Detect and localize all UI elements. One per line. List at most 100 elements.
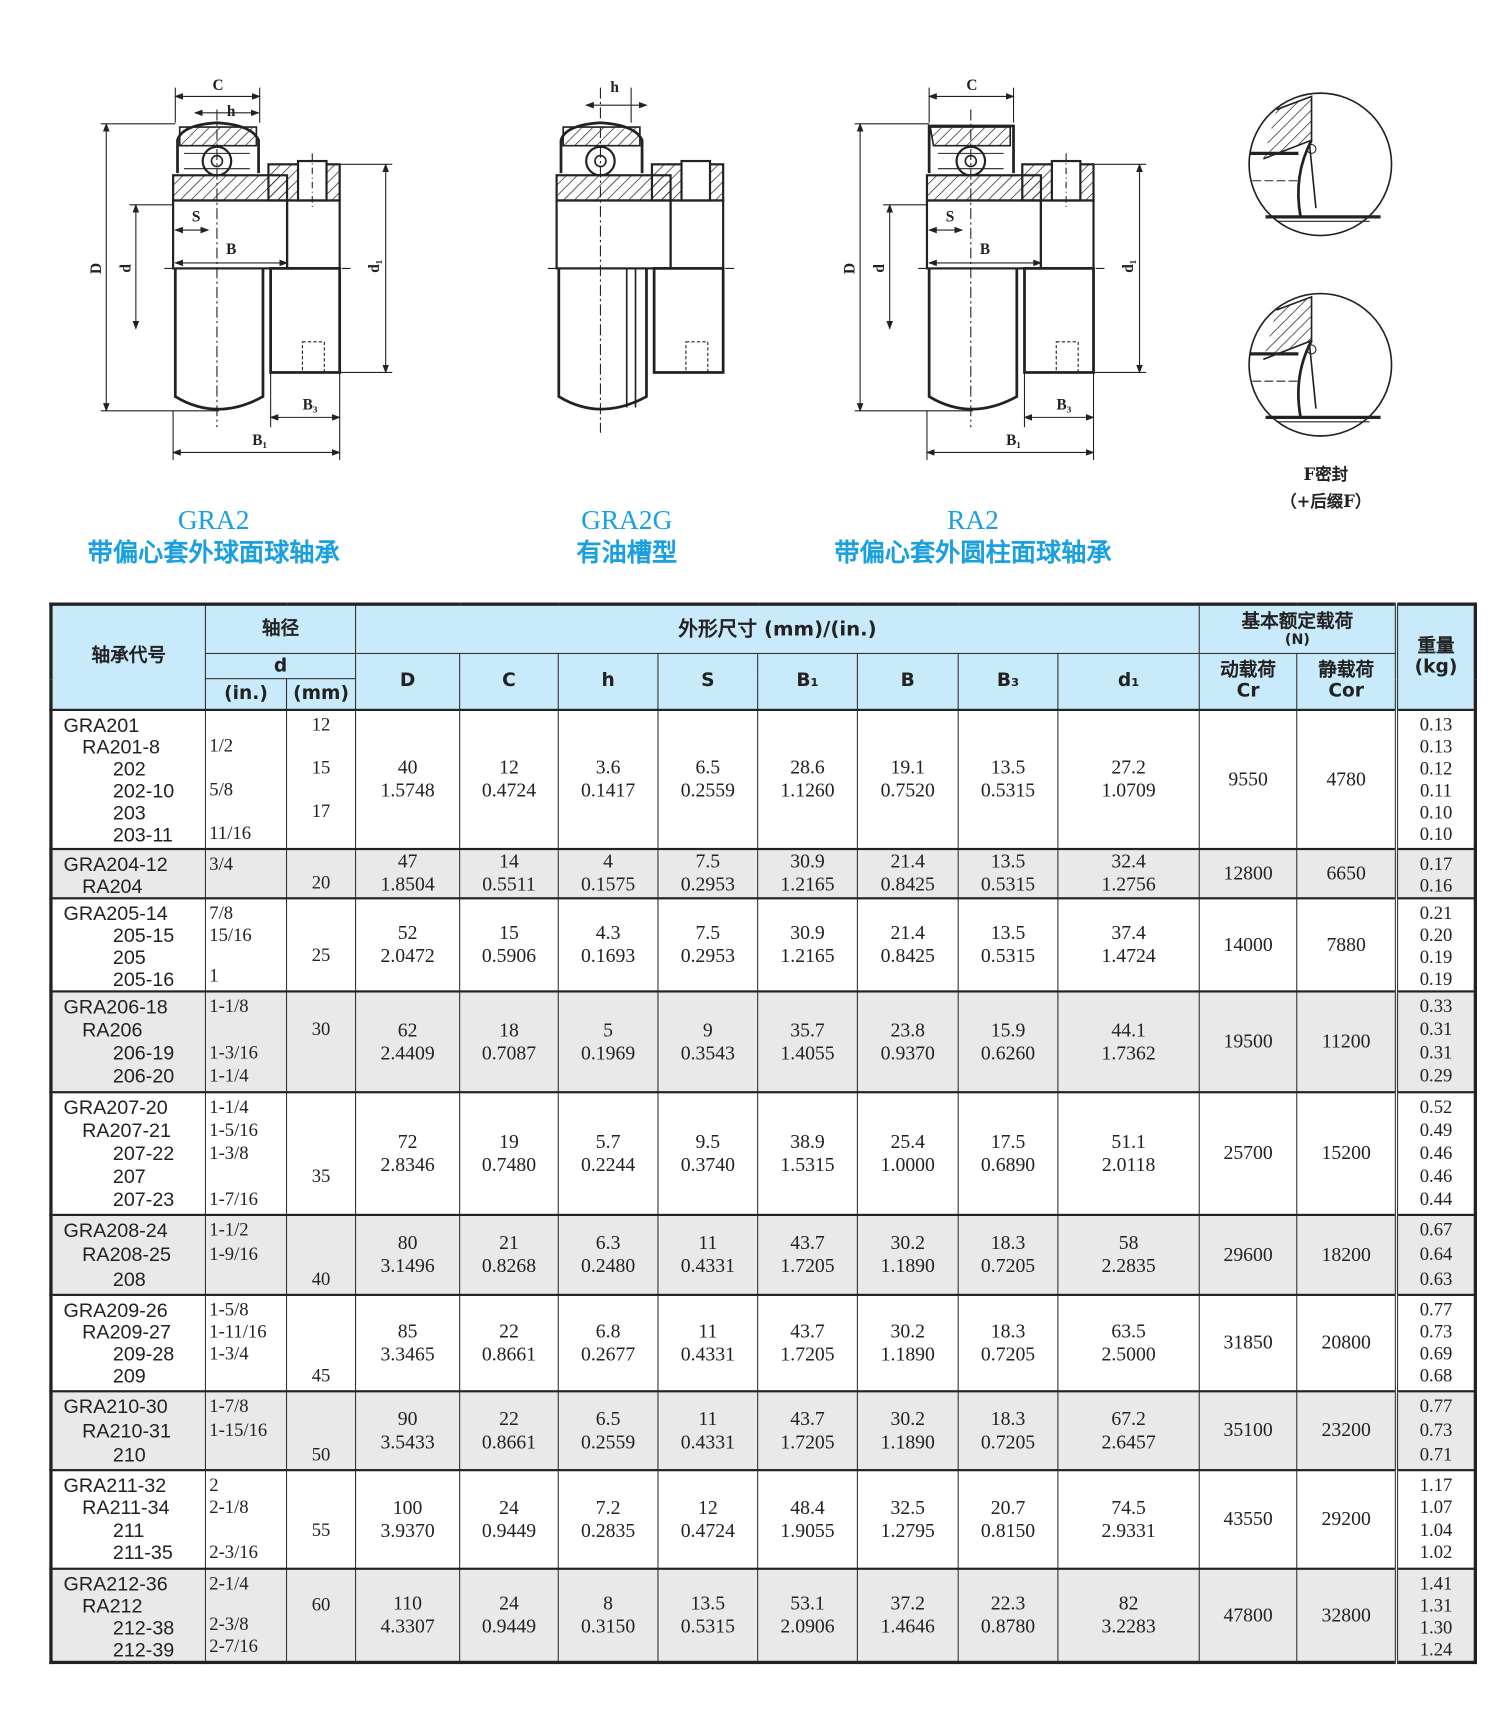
value-inch: 1.1260 — [780, 778, 835, 801]
header-load-unit: (N) — [1284, 631, 1310, 648]
bore-mm — [287, 1042, 355, 1064]
bore-mm — [287, 923, 355, 944]
dim-D-cell: 80 3.1496 — [355, 1213, 461, 1295]
load-cr: 12800 — [1198, 847, 1298, 899]
bearing-code: 207-23 — [112, 1188, 175, 1210]
weight: 0.68 — [1419, 1364, 1453, 1386]
value-inch: 0.2244 — [580, 1153, 636, 1175]
value-mm: 4 — [603, 850, 614, 873]
table-body: GRA201 RA201-8 202 202-10 203 203-11 1/2 5/8 11/… — [50, 708, 1477, 1663]
value-inch: 0.1575 — [580, 873, 636, 896]
value-mm: 53.1 — [790, 1591, 825, 1614]
bore-mm-cell: 55 — [285, 1469, 357, 1569]
bearing-code-cell: GRA204-12 RA204 — [50, 847, 206, 899]
value-mm: 30.2 — [890, 1319, 926, 1342]
label-d1: d₁ — [1120, 260, 1137, 273]
dim-C-cell: 18 0.7087 — [459, 990, 559, 1093]
header-model: 轴承代号 — [50, 603, 206, 710]
header-weight-title: 重量 — [1417, 635, 1455, 658]
bore-inch: 2 — [209, 1473, 219, 1495]
value-mm: 18.3 — [990, 1231, 1026, 1254]
weight: 0.44 — [1419, 1188, 1453, 1209]
seal-detail-2 — [1248, 292, 1393, 437]
bore-mm: 60 — [311, 1593, 331, 1615]
dim-B3-cell: 18.3 0.7205 — [957, 1213, 1059, 1295]
value-mm: 22.3 — [990, 1591, 1026, 1614]
bearing-code: 212-38 — [112, 1616, 175, 1639]
load-cor: 20800 — [1296, 1293, 1398, 1392]
value-mm: 9 — [702, 1018, 713, 1041]
bore-inch: 2-1/4 — [209, 1572, 249, 1594]
bearing-code: 210 — [112, 1443, 146, 1466]
load-cor: 32800 — [1296, 1567, 1398, 1663]
bore-inch: 2-3/8 — [209, 1613, 249, 1634]
load-cor: 6650 — [1296, 847, 1398, 899]
bearing-code-cell: GRA201 RA201-8 202 202-10 203 203-11 — [50, 708, 206, 850]
value-inch: 1.0000 — [880, 1153, 935, 1175]
load-cor: 15200 — [1296, 1091, 1398, 1215]
dim-C-cell: 22 0.8661 — [459, 1390, 559, 1471]
bore-mm: 30 — [311, 1018, 331, 1040]
weight: 1.07 — [1419, 1496, 1453, 1518]
dim-B1-cell: 38.9 1.5315 — [757, 1091, 858, 1215]
value-inch: 1.4646 — [880, 1614, 935, 1637]
value-mm: 18 — [499, 1018, 519, 1041]
model-name: RA2 — [947, 506, 999, 536]
weight: 0.31 — [1419, 1041, 1453, 1063]
bore-mm — [287, 1219, 355, 1241]
value-mm: 5 — [603, 1018, 614, 1041]
value-inch: 4.3307 — [380, 1614, 435, 1637]
bearing-code: 206-19 — [112, 1041, 175, 1064]
load-cr: 9550 — [1198, 708, 1298, 850]
bearing-code: RA204 — [82, 874, 143, 897]
table-row: GRA212-36 RA212 212-38 212-39 2-1/4 2-3/8 2-7/… — [50, 1567, 1477, 1663]
bore-mm — [287, 1497, 355, 1519]
dim-d1-cell: 58 2.2835 — [1057, 1213, 1200, 1295]
value-inch: 3.5433 — [380, 1430, 435, 1453]
bore-inch: 1-11/16 — [209, 1320, 267, 1342]
value-mm: 7.5 — [695, 921, 721, 944]
load-cr: 19500 — [1198, 990, 1298, 1093]
value-mm: 62 — [397, 1018, 418, 1041]
value-mm: 30.2 — [890, 1407, 926, 1430]
weight: 0.64 — [1419, 1243, 1453, 1265]
value-mm: 43.7 — [790, 1319, 825, 1342]
bearing-code: RA206 — [82, 1018, 143, 1041]
load-cr: 29600 — [1198, 1213, 1298, 1295]
value-mm: 11 — [698, 1231, 718, 1254]
bore-inch: 15/16 — [209, 924, 252, 945]
value-mm: 14 — [499, 850, 519, 873]
weight: 0.11 — [1420, 779, 1452, 801]
value-mm: 110 — [393, 1591, 423, 1614]
value-inch: 0.2953 — [680, 944, 735, 967]
bearing-code: RA208-25 — [82, 1243, 171, 1266]
value-inch: 0.4724 — [481, 778, 537, 801]
bearing-code: RA207-21 — [82, 1119, 171, 1141]
value-mm: 5.7 — [595, 1130, 621, 1152]
weight: 0.31 — [1419, 1018, 1453, 1040]
bearing-code-cell: GRA209-26 RA209-27 209-28 209 — [50, 1293, 206, 1392]
dim-h-cell: 7.2 0.2835 — [557, 1469, 659, 1569]
bearing-code: 209 — [112, 1364, 146, 1387]
bore-mm-cell: 35 — [285, 1091, 357, 1215]
value-inch: 0.1417 — [580, 778, 636, 801]
dim-C-cell: 24 0.9449 — [459, 1567, 559, 1663]
bearing-spec-table: 轴承代号 轴径 外形尺寸 (mm)/(in.) 基本额定载荷 (N) 重量 (k… — [49, 602, 1478, 1664]
weight: 0.46 — [1419, 1142, 1453, 1163]
value-inch: 0.9449 — [481, 1518, 537, 1541]
value-mm: 40 — [397, 755, 418, 778]
bearing-code-cell: GRA212-36 RA212 212-38 212-39 — [50, 1567, 206, 1663]
bearing-code: RA211-34 — [82, 1496, 170, 1519]
dim-D-cell: 47 1.8504 — [355, 847, 461, 899]
load-cr: 47800 — [1198, 1567, 1298, 1663]
dim-D-cell: 100 3.9370 — [355, 1469, 461, 1569]
table-row: GRA205-14 205-15 205 205-16 7/8 15/16 1 25 52 2.0… — [50, 897, 1477, 992]
value-mm: 12 — [697, 1495, 718, 1518]
bore-mm — [287, 1395, 355, 1417]
dim-B-cell: 21.4 0.8425 — [856, 897, 959, 992]
value-inch: 1.2756 — [1101, 873, 1156, 896]
dim-h-cell: 5.7 0.2244 — [557, 1091, 659, 1215]
bore-mm — [287, 1573, 355, 1594]
value-mm: 28.6 — [790, 755, 825, 778]
